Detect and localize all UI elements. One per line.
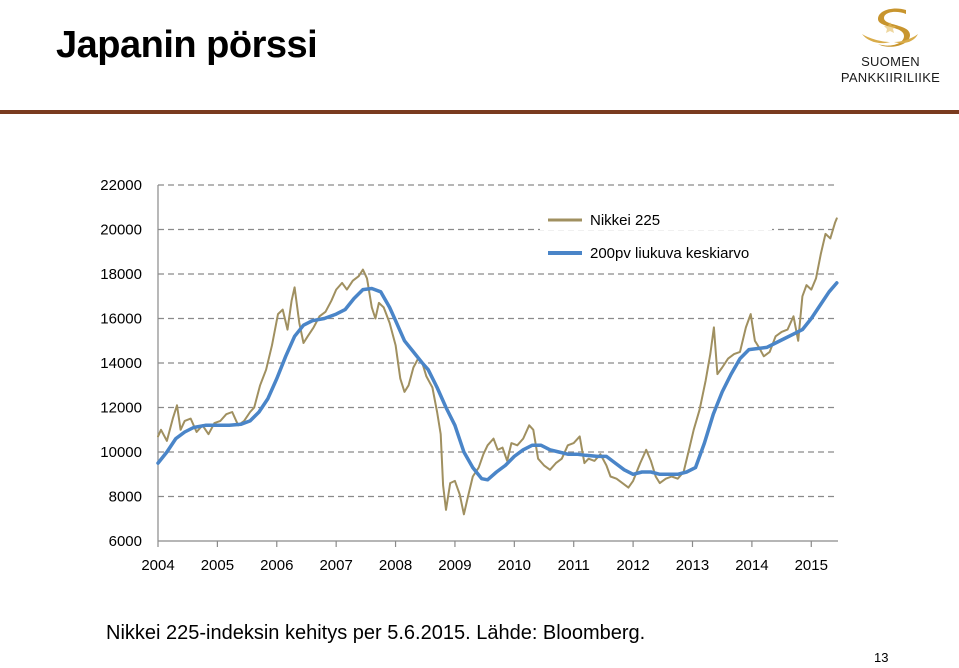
legend-label-0: Nikkei 225 [590, 212, 660, 229]
y-tick-label-10000: 10000 [100, 444, 142, 461]
logo-line-1: SUOMEN [861, 54, 920, 69]
y-tick-label-6000: 6000 [109, 533, 142, 550]
slide-title: Japanin pörssi [56, 24, 318, 66]
nikkei-chart: 6000 8000 10000 12000 14000 16000 18000 20000 22… [100, 177, 839, 574]
y-tick-label-12000: 12000 [100, 400, 142, 417]
x-tick-label-2006: 2006 [260, 557, 293, 574]
chart-caption: Nikkei 225-indeksin kehitys per 5.6.2015… [106, 622, 646, 644]
x-tick-label-2011: 2011 [558, 557, 590, 574]
x-tick-label-2007: 2007 [319, 557, 352, 574]
company-logo: SUOMEN PANKKIIRILIIKE [828, 4, 953, 88]
chart-grid [158, 184, 838, 498]
y-tick-label-22000: 22000 [100, 177, 142, 194]
y-tick-label-8000: 8000 [109, 489, 142, 506]
chart-legend: Nikkei 225 200pv liukuva keskiarvo [540, 210, 772, 263]
x-tick-label-2013: 2013 [676, 557, 709, 574]
chart-axes: 6000 8000 10000 12000 14000 16000 18000 20000 22… [100, 177, 838, 574]
x-tick-label-2009: 2009 [438, 557, 471, 574]
y-tick-label-16000: 16000 [100, 311, 142, 328]
y-tick-label-14000: 14000 [100, 355, 142, 372]
x-tick-label-2012: 2012 [616, 557, 649, 574]
y-tick-label-20000: 20000 [100, 222, 142, 239]
gold-s-logo-icon [862, 8, 918, 47]
logo-line-2: PANKKIIRILIIKE [840, 70, 941, 85]
x-tick-label-2004: 2004 [141, 557, 174, 574]
x-tick-label-2005: 2005 [201, 557, 234, 574]
x-tick-label-2010: 2010 [498, 557, 531, 574]
page-number: 13 [874, 650, 889, 665]
legend-label-1: 200pv liukuva keskiarvo [590, 245, 749, 262]
x-tick-label-2015: 2015 [795, 557, 828, 574]
series-line-nikkei-225 [157, 217, 838, 516]
header-rule [0, 110, 959, 114]
legend-bg-1 [540, 243, 772, 263]
series-line-moving-average-200 [156, 281, 839, 482]
legend-bg-0 [540, 210, 772, 230]
x-tick-label-2008: 2008 [379, 557, 412, 574]
y-tick-label-18000: 18000 [100, 266, 142, 283]
x-tick-label-2014: 2014 [735, 557, 768, 574]
chart-series [156, 217, 839, 516]
